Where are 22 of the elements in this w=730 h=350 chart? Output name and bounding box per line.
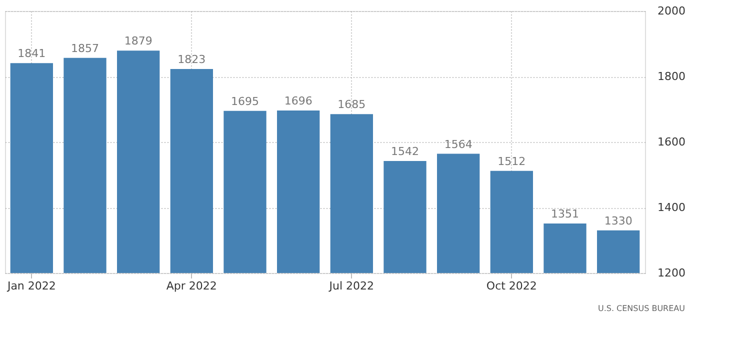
y-tick-label: 1800 bbox=[658, 70, 686, 83]
text: U.S. CENSUS BUREAU bbox=[598, 304, 686, 313]
data-label: 1696 bbox=[284, 94, 312, 108]
x-tick-label: Jan 2022 bbox=[6, 280, 56, 292]
x-tick-label: Apr 2022 bbox=[166, 280, 217, 292]
data-label: 1330 bbox=[604, 214, 632, 228]
y-tick-label: 1400 bbox=[658, 201, 686, 214]
data-label: 1695 bbox=[231, 94, 259, 108]
data-label: 1542 bbox=[391, 144, 419, 158]
data-label: 1841 bbox=[18, 47, 46, 60]
y-tick-label: 1600 bbox=[658, 136, 686, 148]
y-tick-label: 1200 bbox=[658, 266, 686, 280]
y-tick-label: 2000 bbox=[658, 4, 686, 18]
data-label: 1351 bbox=[551, 208, 579, 221]
data-label: 1857 bbox=[71, 42, 99, 55]
data-label: 1564 bbox=[444, 138, 472, 151]
x-tick-label: Oct 2022 bbox=[486, 280, 537, 292]
data-label: 1879 bbox=[124, 34, 152, 48]
x-tick-label: Jul 2022 bbox=[328, 280, 374, 292]
data-label: 1823 bbox=[178, 52, 206, 66]
data-label: 1512 bbox=[498, 154, 526, 168]
data-label: 1685 bbox=[338, 98, 366, 112]
